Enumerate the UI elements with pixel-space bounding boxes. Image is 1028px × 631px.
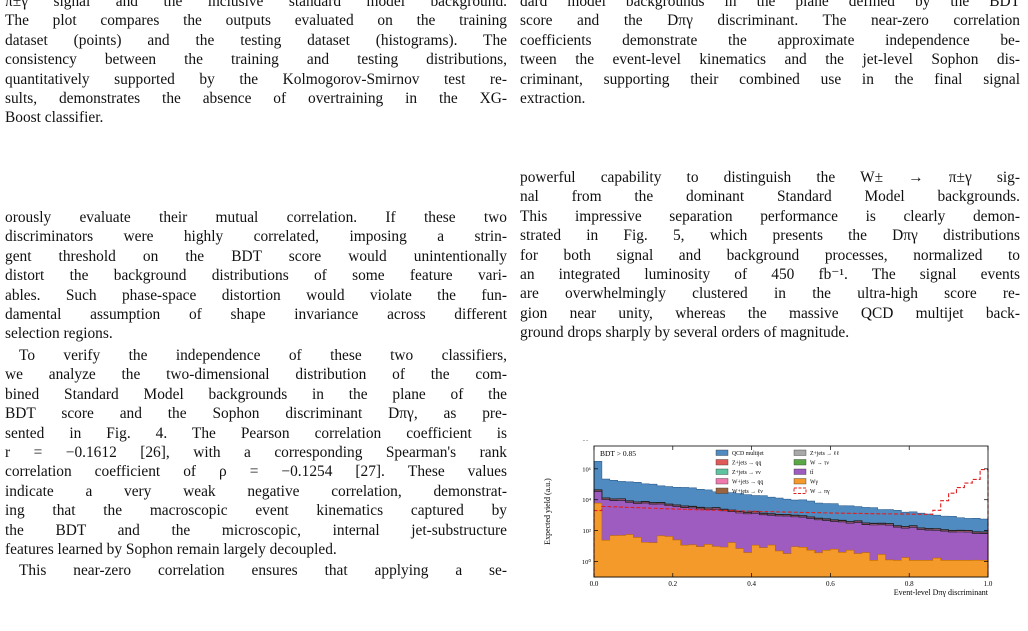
text-line: nal from the dominant Standard Model bac… bbox=[520, 188, 1020, 206]
text-line: score and the Dπγ discriminant. The near… bbox=[520, 12, 1020, 30]
text-line: orously evaluate their mutual correlatio… bbox=[5, 209, 507, 226]
text-line: sults, demonstrates the absence of overt… bbox=[5, 89, 507, 107]
text-line: Boost classifier. bbox=[5, 109, 104, 127]
right-top-paragraph: dard model backgrounds in the plane defi… bbox=[520, 0, 1020, 108]
text-line: To verify the independence of these two … bbox=[19, 347, 507, 364]
text-line: r = −0.1612 [26], with a corresponding S… bbox=[5, 443, 507, 461]
left-top-paragraph: π±γ signal and the inclusive standard mo… bbox=[5, 0, 507, 128]
left-main-paragraph-1: orously evaluate their mutual correlatio… bbox=[5, 208, 507, 344]
text-line: ground drops sharply by several orders o… bbox=[520, 324, 850, 342]
text-line: dataset (points) and the testing dataset… bbox=[5, 31, 507, 49]
x-tick-label: 0.2 bbox=[668, 580, 677, 588]
legend-swatch bbox=[715, 459, 729, 466]
legend-label: W → τν bbox=[810, 461, 829, 467]
legend-label: QCD multijet bbox=[732, 451, 764, 457]
legend-label: Z+jets → νν bbox=[732, 470, 761, 476]
legend-swatch bbox=[793, 449, 807, 456]
text-line: extraction. bbox=[520, 89, 586, 107]
text-line: bined Standard Model backgrounds in the … bbox=[5, 385, 507, 403]
text-line: dard model backgrounds in the plane defi… bbox=[520, 0, 1020, 10]
text-line: consistency between the training and tes… bbox=[5, 51, 507, 69]
y-tick-label: 10⁴ bbox=[582, 497, 592, 504]
text-line: we analyze the two-dimensional distribut… bbox=[5, 366, 507, 384]
text-line: features learned by Sophon remain largel… bbox=[5, 540, 337, 558]
legend-label: W+jets → qq bbox=[732, 480, 763, 486]
text-line: sented in Fig. 4. The Pearson correlatio… bbox=[5, 424, 507, 442]
text-line: the BDT and the microscopic, internal je… bbox=[5, 521, 507, 539]
text-line: indicate a very weak negative correlatio… bbox=[5, 482, 507, 500]
legend-label: W+jets → ℓν bbox=[732, 489, 763, 495]
signal-w-pigamma-line bbox=[593, 468, 989, 577]
text-line: discriminators were highly correlated, i… bbox=[5, 228, 507, 246]
text-line: ing that the macroscopic event kinematic… bbox=[5, 502, 507, 520]
text-line: ables. Such phase-space distortion would… bbox=[5, 286, 507, 304]
legend-swatch bbox=[793, 468, 807, 475]
legend-label: Z+jets → ℓℓ bbox=[810, 451, 839, 457]
left-main-paragraph-2: To verify the independence of these two … bbox=[5, 346, 507, 559]
text-line: The plot compares the outputs evaluated … bbox=[5, 12, 507, 30]
text-line: gion near unity, whereas the massive QCD… bbox=[520, 304, 1020, 322]
figure-5: 0.0 0.2 0.4 0.6 0.8 1.0 10⁰ 10² 10⁴ 10⁶ 10⁸ Event-l… bbox=[536, 440, 1016, 600]
x-tick-label: 0.6 bbox=[826, 580, 835, 588]
text-line: powerful capability to distinguish the W… bbox=[520, 169, 1020, 186]
y-tick-label: 10⁶ bbox=[582, 466, 591, 473]
legend-label: Z+jets → qq bbox=[732, 461, 761, 467]
legend-swatch bbox=[793, 459, 807, 466]
legend-swatch bbox=[715, 487, 729, 494]
text-line: correlation coefficient of ρ = −0.1254 [… bbox=[5, 463, 507, 481]
legend-label: W → πγ bbox=[810, 489, 830, 495]
y-tick-label: 10⁸ bbox=[582, 440, 592, 442]
y-tick-label: 10⁰ bbox=[582, 558, 592, 566]
y-axis-label: Expected yield (a.u.) bbox=[543, 478, 552, 545]
x-tick-label: 0.8 bbox=[905, 580, 914, 588]
legend-swatch bbox=[715, 478, 729, 485]
text-line: This impressive separation performance i… bbox=[520, 207, 1020, 225]
legend-label: tt̄ bbox=[810, 469, 814, 476]
legend-label: Wγ bbox=[810, 480, 818, 486]
plot-frame bbox=[593, 445, 989, 578]
text-line: strated in Fig. 5, which presents the Dπ… bbox=[520, 227, 1020, 245]
text-line: π±γ signal and the inclusive standard mo… bbox=[5, 0, 507, 10]
text-line: for both signal and background processes… bbox=[520, 246, 1020, 264]
text-line: gent threshold on the BDT score would un… bbox=[5, 247, 507, 265]
text-line: quantitatively supported by the Kolmogor… bbox=[5, 70, 507, 88]
left-main-paragraph-3: This near-zero correlation ensures that … bbox=[5, 561, 507, 580]
x-axis-label: Event-level Dπγ discriminant bbox=[894, 588, 989, 597]
text-line: are overwhelmingly clustered in the ultr… bbox=[520, 285, 1020, 303]
cut-annotation: BDT > 0.85 bbox=[600, 449, 636, 458]
text-line: an integrated luminosity of 450 fb⁻¹. Th… bbox=[520, 265, 1020, 283]
legend-swatch bbox=[715, 449, 729, 456]
text-line: criminant, supporting their combined use… bbox=[520, 70, 1020, 88]
text-line: BDT score and the Sophon discriminant Dπ… bbox=[5, 405, 507, 423]
x-tick-label: 1.0 bbox=[984, 580, 993, 588]
legend-swatch bbox=[715, 468, 729, 475]
text-line: tween the event-level kinematics and the… bbox=[520, 51, 1020, 69]
y-tick-label: 10² bbox=[583, 528, 592, 535]
text-line: distort the background distributions of … bbox=[5, 267, 507, 285]
text-line: coefficients demonstrate the approximate… bbox=[520, 31, 1020, 49]
text-line: This near-zero correlation ensures that … bbox=[19, 562, 507, 579]
x-tick-label: 0.4 bbox=[747, 580, 756, 588]
x-tick-label: 0.0 bbox=[590, 580, 599, 588]
legend-swatch bbox=[793, 478, 807, 485]
text-line: selection regions. bbox=[5, 325, 113, 343]
discriminant-histogram: 0.0 0.2 0.4 0.6 0.8 1.0 10⁰ 10² 10⁴ 10⁶ 10⁸ Event-l… bbox=[543, 440, 993, 597]
text-line: damental assumption of shape invariance … bbox=[5, 305, 507, 323]
wgamma-area bbox=[593, 502, 989, 578]
legend-swatch bbox=[793, 487, 807, 494]
right-main-paragraph: powerful capability to distinguish the W… bbox=[520, 168, 1020, 343]
